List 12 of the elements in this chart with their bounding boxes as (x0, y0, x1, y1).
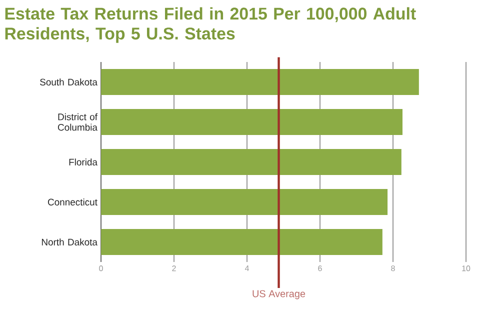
y-tick-label: Connecticut (48, 198, 98, 206)
chart-title: Estate Tax Returns Filed in 2015 Per 100,000 Adult Residents, Top 5 U.S. States (5, 7, 416, 43)
bar (101, 229, 382, 256)
ref-line-label: US Average (252, 290, 306, 300)
bar (101, 69, 419, 96)
bar (101, 189, 388, 216)
y-tick-label: Florida (69, 158, 98, 166)
y-tick-label: North Dakota (42, 238, 98, 246)
y-tick-label: South Dakota (40, 78, 98, 86)
bar (101, 149, 402, 176)
bar (101, 109, 402, 136)
y-tick-label: District of Columbia (58, 113, 98, 131)
